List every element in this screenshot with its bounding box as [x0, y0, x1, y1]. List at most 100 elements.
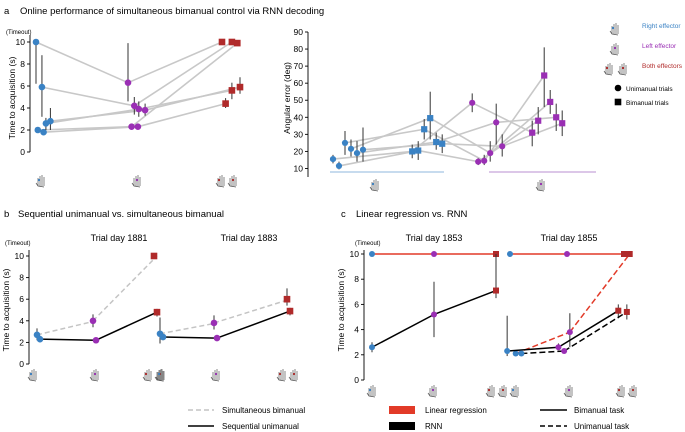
a2-connector-line — [435, 121, 497, 143]
panel-a-title: Online performance of simultaneous biman… — [20, 6, 324, 17]
effector-dot-icon — [29, 372, 33, 376]
a2-data-point — [409, 148, 416, 155]
b-tick-label: 0 — [19, 359, 24, 369]
a2-data-point — [353, 150, 361, 157]
effector-dot-icon — [231, 178, 235, 182]
legend-c: Linear regression RNN Bimanual task Unim… — [389, 406, 630, 431]
hand-icon — [369, 179, 379, 192]
c-tick-label: 8 — [354, 274, 359, 284]
legend-a: Right effector Left effector Both effect… — [614, 23, 683, 107]
a1-timeout-label: (Timeout) — [6, 30, 31, 36]
a1-data-point — [34, 126, 42, 134]
hand-icon — [366, 385, 376, 398]
a1-connector-line — [127, 41, 223, 84]
c-tick-label: 6 — [354, 299, 359, 309]
effector-dot-icon — [135, 178, 139, 182]
a2-data-point — [415, 147, 422, 154]
effector-dot-icon — [157, 372, 161, 376]
a2-tick-label: 70 — [294, 61, 304, 71]
effector-dot-icon — [144, 372, 148, 376]
a1-connector-line — [50, 109, 146, 122]
hand-icon — [227, 175, 237, 188]
a1-data-point — [38, 83, 46, 91]
panel-b-letter: b — [4, 209, 9, 220]
a2-connector-line — [429, 117, 491, 154]
effector-dot-icon — [292, 372, 296, 376]
a1-connector-line — [41, 86, 135, 107]
a1-data-point — [228, 38, 236, 46]
a1-tick-label: 2 — [20, 125, 25, 135]
a2-data-point — [499, 143, 506, 150]
a2-tick-label: 60 — [294, 78, 304, 88]
effector-dot-icon — [631, 388, 635, 392]
c-data-point — [493, 287, 499, 294]
hand-icon — [485, 385, 495, 398]
a2-data-point — [475, 158, 482, 165]
hand-icon — [35, 175, 45, 188]
b-sequential-point — [36, 335, 44, 343]
c-data-point — [512, 350, 519, 357]
c-data-point — [518, 350, 525, 357]
hand-icon — [215, 175, 225, 188]
a1-data-point — [218, 38, 226, 46]
effector-dot-icon — [605, 66, 609, 70]
b-ylabel: Time to acquisition (s) — [1, 268, 11, 351]
a1-connector-line — [133, 41, 233, 107]
a1-connector-line — [131, 42, 238, 128]
effector-dot-icon — [539, 182, 543, 186]
a2-tick-label: 20 — [294, 146, 304, 156]
a1-tick-label: 6 — [20, 81, 25, 91]
effector-dot-icon — [278, 372, 282, 376]
c-series-line — [569, 253, 631, 333]
c-tick-label: 10 — [350, 249, 360, 259]
b2-title: Trial day 1883 — [221, 233, 278, 243]
c-tick-label: 2 — [354, 350, 359, 360]
c-data-point — [369, 251, 375, 257]
legend-linear-regression-label: Linear regression — [425, 406, 487, 415]
hand-icon — [609, 23, 619, 36]
b-sequential-point — [213, 334, 221, 342]
a2-connector-line — [471, 102, 533, 134]
b-tick-label: 8 — [19, 273, 24, 283]
hand-icon — [288, 369, 298, 382]
a1-data-point — [234, 39, 241, 47]
effector-dot-icon — [621, 66, 625, 70]
hand-icon — [563, 385, 573, 398]
b-simultaneous-point — [283, 295, 291, 303]
b1-title: Trial day 1881 — [91, 233, 148, 243]
hand-icon — [603, 63, 613, 76]
c-data-point — [615, 307, 622, 314]
c-timeout-label: (Timeout) — [355, 241, 380, 247]
c-data-point — [504, 348, 511, 355]
effector-dot-icon — [613, 46, 617, 50]
a2-connector-line — [338, 149, 419, 167]
legend-bimanual-task-label: Bimanual task — [574, 406, 625, 415]
panel-c-title: Linear regression vs. RNN — [356, 209, 468, 220]
effector-dot-icon — [617, 388, 621, 392]
hand-icon — [89, 369, 99, 382]
a2-ylabel: Angular error (deg) — [282, 62, 292, 134]
a2-tick-label: 90 — [294, 27, 304, 37]
legend-right-effector: Right effector — [642, 23, 681, 30]
c-data-point — [626, 251, 633, 257]
legend-bimanual-square-marker — [614, 98, 622, 106]
hand-icon — [276, 369, 286, 382]
b-simultaneous-point — [89, 317, 97, 325]
b-simultaneous-line — [92, 255, 158, 322]
effector-dot-icon — [37, 178, 41, 182]
a2-data-point — [553, 114, 560, 121]
b-simultaneous-point — [210, 319, 218, 327]
hand-icon — [142, 369, 152, 382]
a2-data-point — [433, 138, 440, 146]
c-series-line — [521, 350, 565, 355]
c-data-point — [431, 311, 437, 318]
c-data-point — [623, 308, 630, 315]
c-tick-label: 4 — [354, 325, 359, 335]
a1-data-point — [124, 79, 132, 86]
b-sequential-point — [92, 336, 100, 344]
a2-data-point — [487, 150, 494, 157]
a2-data-point — [359, 146, 367, 153]
a2-tick-label: 30 — [294, 129, 304, 139]
effector-dot-icon — [93, 372, 97, 376]
b-sequential-line — [39, 338, 97, 341]
